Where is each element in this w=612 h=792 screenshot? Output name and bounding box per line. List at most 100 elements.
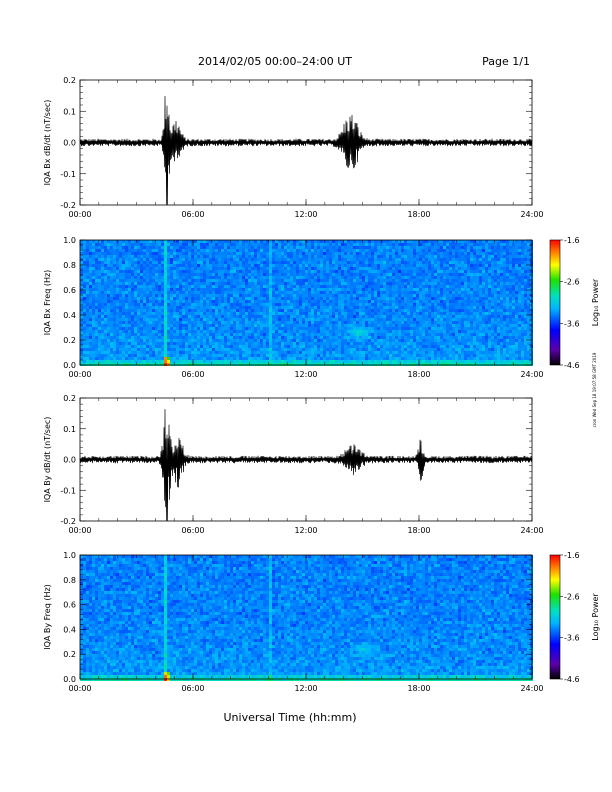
spectrogram-cell xyxy=(293,321,296,324)
spectrogram-cell xyxy=(287,357,290,360)
spectrogram-cell xyxy=(101,276,104,279)
spectrogram-cell xyxy=(323,324,326,327)
spectrogram-cell xyxy=(239,294,242,297)
spectrogram-cell xyxy=(104,303,107,306)
spectrogram-cell xyxy=(215,324,218,327)
spectrogram-cell xyxy=(113,267,116,270)
spectrogram-cell xyxy=(206,312,209,315)
spectrogram-cell xyxy=(206,249,209,252)
spectrogram-cell xyxy=(236,303,239,306)
spectrogram-cell xyxy=(353,285,356,288)
spectrogram-cell xyxy=(176,258,179,261)
spectrogram-cell xyxy=(311,276,314,279)
spectrogram-cell xyxy=(164,255,167,258)
spectrogram-cell xyxy=(335,282,338,285)
spectrogram-cell xyxy=(101,312,104,315)
spectrogram-cell xyxy=(305,270,308,273)
spectrogram-cell xyxy=(104,288,107,291)
spectrogram-cell xyxy=(119,303,122,306)
spectrogram-cell xyxy=(200,348,203,351)
spectrogram-cell xyxy=(281,270,284,273)
spectrogram-cell xyxy=(122,246,125,249)
spectrogram-cell xyxy=(314,312,317,315)
spectrogram-cell xyxy=(149,240,152,243)
spectrogram-cell xyxy=(113,357,116,360)
spectrogram-cell xyxy=(284,264,287,267)
spectrogram-cell xyxy=(332,246,335,249)
spectrogram-cell xyxy=(209,291,212,294)
spectrogram-cell xyxy=(134,351,137,354)
spectrogram-cell xyxy=(98,309,101,312)
spectrogram-cell xyxy=(257,240,260,243)
spectrogram-cell xyxy=(143,315,146,318)
spectrogram-cell xyxy=(140,273,143,276)
spectrogram-cell xyxy=(278,255,281,258)
spectrogram-cell xyxy=(167,282,170,285)
spectrogram-cell xyxy=(260,306,263,309)
spectrogram-cell xyxy=(341,312,344,315)
spectrogram-cell xyxy=(179,264,182,267)
spectrogram-cell xyxy=(155,324,158,327)
spectrogram-cell xyxy=(92,342,95,345)
spectrogram-cell xyxy=(200,312,203,315)
spectrogram-cell xyxy=(332,249,335,252)
spectrogram-cell xyxy=(119,348,122,351)
spectrogram-cell xyxy=(266,309,269,312)
spectrogram-cell xyxy=(275,273,278,276)
spectrogram-cell xyxy=(353,333,356,336)
spectrogram-cell xyxy=(356,240,359,243)
spectrogram-cell xyxy=(308,336,311,339)
spectrogram-cell xyxy=(251,288,254,291)
spectrogram-cell xyxy=(314,336,317,339)
spectrogram-cell xyxy=(215,264,218,267)
spectrogram-cell xyxy=(152,360,155,363)
spectrogram-cell xyxy=(182,303,185,306)
spectrogram-cell xyxy=(116,297,119,300)
spectrogram-cell xyxy=(179,243,182,246)
spectrogram-cell xyxy=(239,243,242,246)
spectrogram-cell xyxy=(98,273,101,276)
spectrogram-cell xyxy=(218,243,221,246)
spectrogram-cell xyxy=(197,279,200,282)
spectrogram-cell xyxy=(335,279,338,282)
spectrogram-cell xyxy=(197,357,200,360)
spectrogram-cell xyxy=(86,273,89,276)
spectrogram-cell xyxy=(251,336,254,339)
spectrogram-cell xyxy=(329,315,332,318)
spectrogram-cell xyxy=(92,240,95,243)
spectrogram-cell xyxy=(308,282,311,285)
spectrogram-cell xyxy=(248,246,251,249)
spectrogram-cell xyxy=(293,360,296,363)
spectrogram-cell xyxy=(218,309,221,312)
spectrogram-cell xyxy=(272,312,275,315)
spectrogram-cell xyxy=(218,354,221,357)
spectrogram-cell xyxy=(128,297,131,300)
spectrogram-cell xyxy=(149,243,152,246)
spectrogram-cell xyxy=(209,327,212,330)
spectrogram-cell xyxy=(194,351,197,354)
spectrogram-cell xyxy=(83,249,86,252)
spectrogram-cell xyxy=(278,285,281,288)
spectrogram-cell xyxy=(278,246,281,249)
spectrogram-cell xyxy=(302,336,305,339)
spectrogram-cell xyxy=(92,351,95,354)
spectrogram-cell xyxy=(290,345,293,348)
spectrogram-cell xyxy=(263,264,266,267)
spectrogram-cell xyxy=(209,249,212,252)
spectrogram-cell xyxy=(230,357,233,360)
spectrogram-cell xyxy=(149,357,152,360)
spectrogram-cell xyxy=(296,282,299,285)
spectrogram-cell xyxy=(182,285,185,288)
spectrogram-cell xyxy=(266,297,269,300)
spectrogram-cell xyxy=(176,294,179,297)
spectrogram-cell xyxy=(107,273,110,276)
spectrogram-cell xyxy=(284,261,287,264)
spectrogram-cell xyxy=(173,240,176,243)
spectrogram-cell xyxy=(236,342,239,345)
spectrogram-cell xyxy=(152,348,155,351)
spectrogram-cell xyxy=(275,354,278,357)
spectrogram-cell xyxy=(341,306,344,309)
spectrogram-cell xyxy=(233,279,236,282)
spectrogram-cell xyxy=(284,354,287,357)
spectrogram-cell xyxy=(269,276,272,279)
